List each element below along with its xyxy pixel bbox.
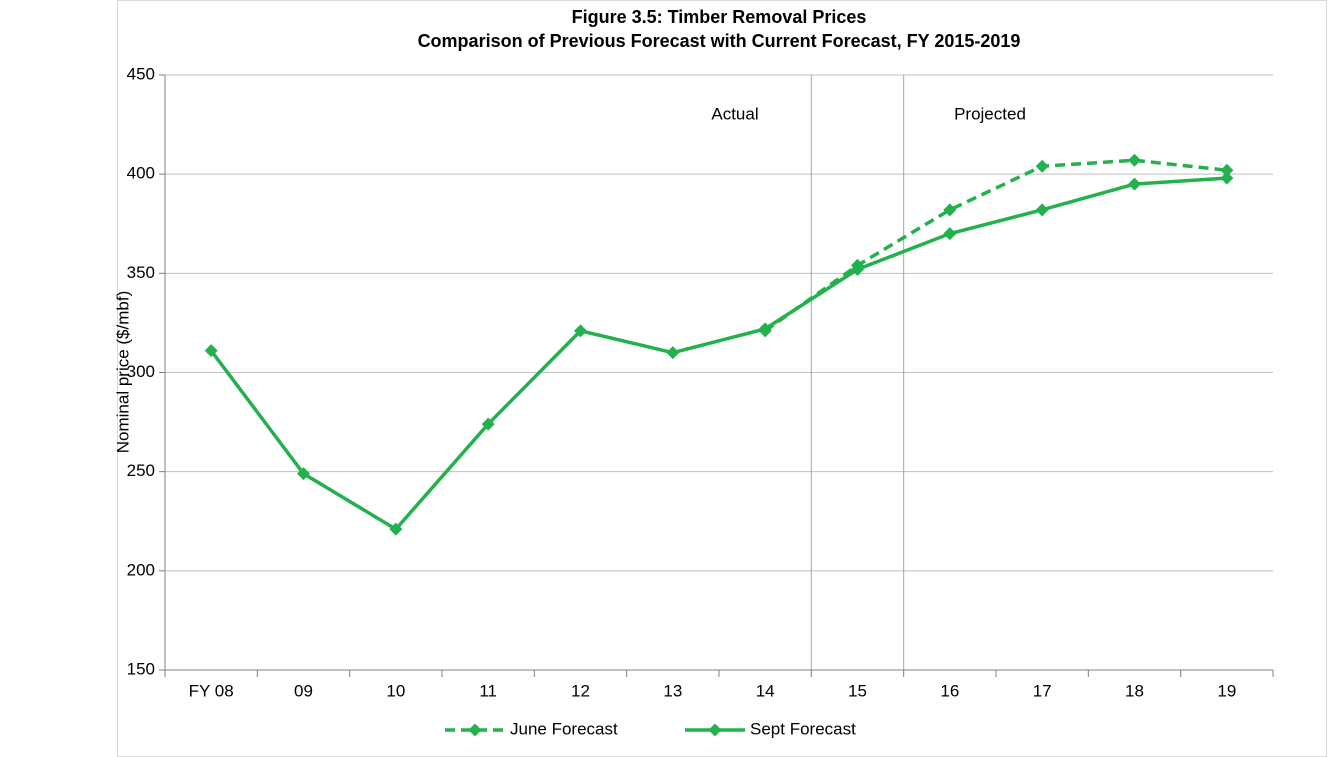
y-tick-label: 400 — [127, 164, 155, 183]
point — [574, 324, 587, 338]
point — [851, 262, 864, 276]
x-tick-label: 13 — [663, 681, 682, 700]
point — [389, 522, 403, 536]
y-tick-label: 150 — [127, 659, 155, 678]
chart-title: Figure 3.5: Timber Removal Prices — [572, 7, 867, 27]
series-line — [764, 158, 1228, 333]
legend-label: June Forecast — [510, 719, 618, 738]
point — [1220, 163, 1234, 177]
annotation: Projected — [954, 104, 1026, 123]
point — [758, 322, 772, 336]
legend-label: Sept Forecast — [750, 719, 856, 738]
point — [297, 467, 310, 481]
x-tick-label: 19 — [1217, 681, 1236, 700]
x-tick-label: FY 08 — [189, 681, 234, 700]
legend-marker — [468, 723, 482, 737]
y-axis-label: Nominal price ($/mbf) — [113, 291, 132, 454]
point — [1035, 203, 1049, 217]
legend-marker — [708, 723, 722, 737]
x-tick-label: 11 — [479, 681, 497, 700]
x-tick-label: 17 — [1033, 681, 1052, 700]
x-tick-label: 16 — [940, 681, 959, 700]
point — [1128, 177, 1141, 191]
y-tick-label: 300 — [127, 362, 155, 381]
point — [204, 344, 218, 358]
x-tick-label: 14 — [756, 681, 775, 700]
y-tick-label: 450 — [127, 64, 155, 83]
point — [481, 417, 495, 431]
point — [943, 227, 957, 241]
y-tick-label: 250 — [127, 461, 155, 480]
chart-subtitle: Comparison of Previous Forecast with Cur… — [418, 31, 1021, 51]
x-tick-label: 09 — [294, 681, 313, 700]
series-line — [209, 176, 1227, 532]
x-tick-label: 12 — [571, 681, 590, 700]
y-tick-label: 200 — [127, 560, 155, 579]
x-tick-label: 15 — [848, 681, 867, 700]
y-tick-label: 350 — [127, 263, 155, 282]
point — [666, 346, 680, 360]
point — [1220, 171, 1234, 185]
point — [1035, 159, 1049, 173]
annotation: Actual — [711, 104, 758, 123]
x-tick-label: 18 — [1125, 681, 1144, 700]
x-tick-label: 10 — [386, 681, 405, 700]
point — [943, 203, 957, 217]
point — [1128, 153, 1141, 167]
